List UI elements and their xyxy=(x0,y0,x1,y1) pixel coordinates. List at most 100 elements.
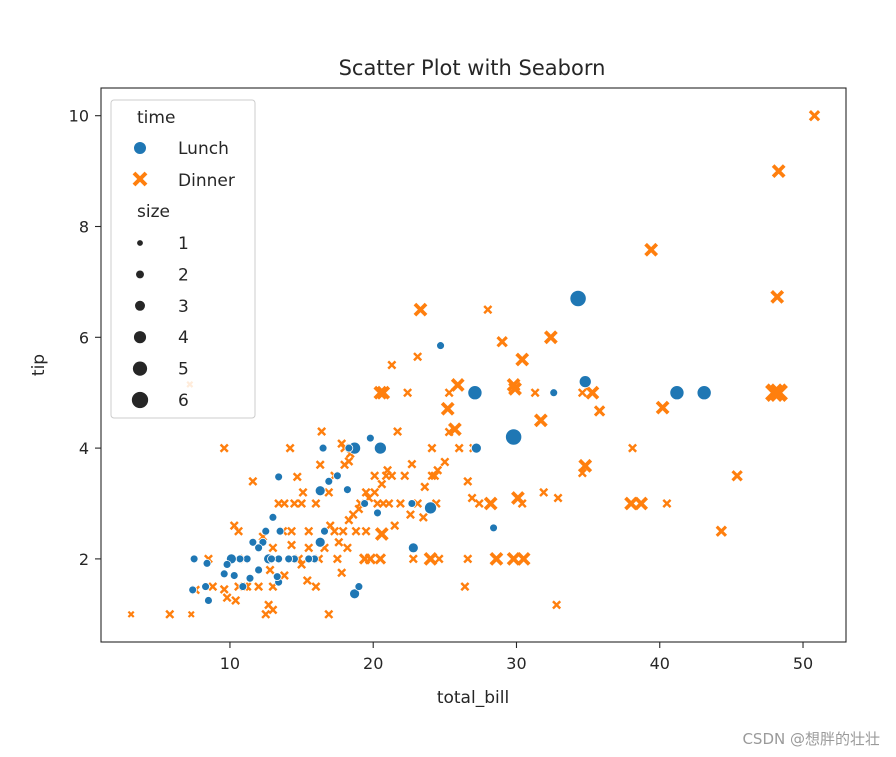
dinner-point xyxy=(311,582,321,592)
dinner-point xyxy=(463,476,473,486)
legend-size-label: 1 xyxy=(178,234,189,254)
lunch-point xyxy=(238,582,248,591)
legend-size-label: 6 xyxy=(178,391,189,411)
lunch-point xyxy=(696,385,712,401)
legend-lunch-label: Lunch xyxy=(178,139,229,159)
dinner-point xyxy=(383,465,393,475)
x-tick-label: 50 xyxy=(793,654,813,673)
legend-size-marker xyxy=(137,240,143,246)
dinner-point xyxy=(219,443,229,453)
dinner-point xyxy=(127,610,135,618)
dinner-point xyxy=(427,471,437,481)
legend-dinner-label: Dinner xyxy=(178,171,235,191)
lunch-point xyxy=(314,485,326,497)
dinner-point xyxy=(219,584,229,594)
dinner-point xyxy=(533,413,548,428)
dinner-point xyxy=(351,526,361,536)
lunch-point xyxy=(436,341,445,350)
lunch-point xyxy=(202,558,212,568)
dinner-point xyxy=(489,552,504,566)
lunch-point xyxy=(349,588,360,600)
lunch-point xyxy=(189,554,199,564)
dinner-point xyxy=(395,499,405,508)
dinner-point xyxy=(483,496,498,511)
dinner-point xyxy=(279,571,289,581)
dinner-point xyxy=(423,552,438,566)
lunch-point xyxy=(373,508,382,518)
dinner-point xyxy=(765,383,784,402)
dinner-point xyxy=(231,595,241,605)
dinner-point xyxy=(387,360,397,370)
dinner-point xyxy=(463,554,473,564)
dinner-point xyxy=(337,568,347,578)
dinner-point xyxy=(297,499,307,508)
dinner-point xyxy=(655,400,670,415)
dinner-point xyxy=(577,388,587,398)
dinner-point xyxy=(298,487,308,497)
lunch-point xyxy=(505,428,523,446)
lunch-point xyxy=(254,565,263,575)
lunch-point xyxy=(201,582,210,591)
dinner-point xyxy=(287,526,297,536)
lunch-point xyxy=(267,554,276,564)
lunch-point xyxy=(333,471,342,481)
lunch-point xyxy=(470,442,482,454)
x-tick-label: 40 xyxy=(650,654,670,673)
dinner-point xyxy=(662,499,672,508)
legend-box xyxy=(110,99,256,419)
legend-size-label: 5 xyxy=(178,360,189,380)
dinner-point xyxy=(444,427,454,437)
dinner-point xyxy=(274,499,284,508)
lunch-point xyxy=(242,554,252,564)
dinner-point xyxy=(460,582,470,592)
legend-lunch-marker xyxy=(133,141,147,155)
y-tick-label: 6 xyxy=(79,328,89,347)
dinner-point xyxy=(430,471,440,481)
dinner-point xyxy=(553,493,563,503)
dinner-point xyxy=(285,443,295,453)
legend-size-label: 2 xyxy=(178,265,189,285)
dinner-point xyxy=(444,388,454,398)
dinner-point xyxy=(403,388,413,398)
legend-size-label: 4 xyxy=(178,328,189,348)
lunch-point xyxy=(275,526,285,536)
dinner-point xyxy=(769,383,788,402)
lunch-point xyxy=(424,501,437,515)
legend-dinner-marker xyxy=(132,171,148,187)
lunch-point xyxy=(268,512,278,522)
dinner-point xyxy=(342,543,352,553)
dinner-point xyxy=(376,385,391,400)
dinner-point xyxy=(324,487,334,497)
lunch-point xyxy=(320,526,329,536)
legend: time Lunch Dinner size 1 2 3 4 5 6 xyxy=(110,99,256,419)
x-tick-label: 30 xyxy=(506,654,526,673)
dinner-point xyxy=(304,526,314,536)
dinner-point xyxy=(427,443,437,453)
lunch-point xyxy=(318,443,328,453)
dinner-point xyxy=(340,460,350,470)
dinner-point xyxy=(515,352,530,367)
dinner-point xyxy=(311,499,321,508)
lunch-point xyxy=(669,385,685,401)
dinner-point xyxy=(187,610,195,618)
dinner-point xyxy=(268,543,278,553)
y-tick-label: 2 xyxy=(79,550,89,569)
dinner-point xyxy=(808,110,821,122)
legend-size-marker xyxy=(132,361,148,376)
dinner-point xyxy=(287,540,297,550)
x-axis-ticks: 10 20 30 40 50 xyxy=(220,642,813,673)
lunch-point xyxy=(407,542,419,554)
dinner-point xyxy=(289,499,299,508)
lunch-point xyxy=(222,560,232,569)
dinner-point xyxy=(317,426,327,436)
dinner-point xyxy=(297,559,307,569)
legend-size-label: 3 xyxy=(178,297,189,317)
dinner-point xyxy=(302,576,312,586)
dinner-point xyxy=(413,352,423,362)
dinner-point xyxy=(408,554,418,564)
dinner-point xyxy=(543,330,558,345)
lunch-point xyxy=(188,585,198,595)
dinner-point xyxy=(374,527,389,541)
dinner-point xyxy=(361,526,371,536)
x-axis-label: total_bill xyxy=(437,688,509,708)
